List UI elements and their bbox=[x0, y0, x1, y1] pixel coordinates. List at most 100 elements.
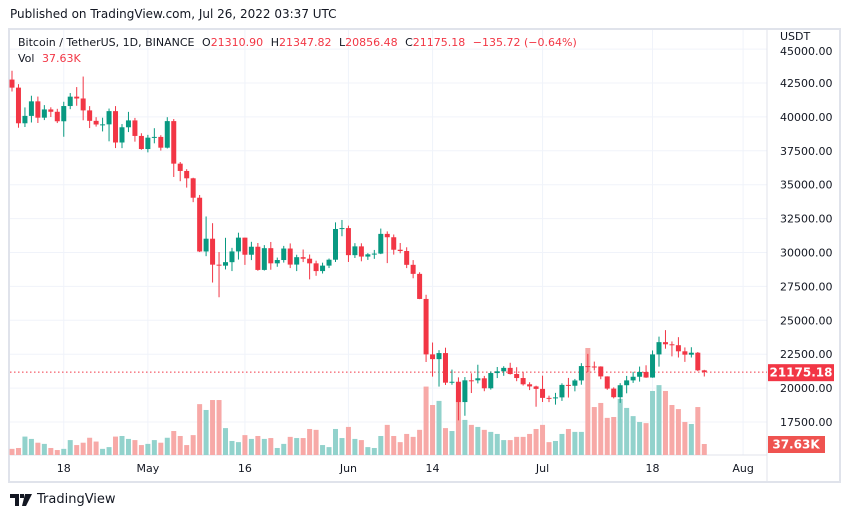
candle-body bbox=[468, 380, 474, 382]
candle-body bbox=[391, 237, 397, 250]
volume-bar bbox=[197, 404, 203, 455]
last-price-label: 21175.18 bbox=[769, 366, 832, 380]
symbol-title[interactable]: Bitcoin / TetherUS, 1D, BINANCE bbox=[18, 36, 195, 49]
volume-bar bbox=[210, 400, 216, 455]
candle-body bbox=[210, 238, 216, 265]
candle-body bbox=[313, 263, 319, 272]
candle-body bbox=[624, 380, 630, 386]
volume-bar bbox=[48, 447, 54, 455]
x-tick-label: 18 bbox=[57, 462, 71, 475]
volume-bar bbox=[41, 443, 47, 455]
volume-bar bbox=[358, 440, 364, 455]
candle-body bbox=[578, 366, 584, 381]
volume-bar bbox=[514, 436, 520, 455]
volume-bar bbox=[203, 409, 209, 455]
volume-bar bbox=[481, 429, 487, 455]
candle-body bbox=[430, 354, 436, 360]
candle-body bbox=[417, 273, 423, 299]
candle-body bbox=[410, 264, 416, 274]
candle-body bbox=[326, 259, 332, 266]
candle-body bbox=[216, 264, 222, 266]
candle-body bbox=[397, 249, 403, 252]
candle-body bbox=[358, 246, 364, 257]
volume-bar bbox=[164, 437, 170, 455]
candle-body bbox=[520, 378, 526, 385]
currency-label: USDT bbox=[780, 30, 811, 43]
candle-body bbox=[197, 197, 203, 252]
close-value: 21175.18 bbox=[412, 36, 466, 49]
y-tick-label: 40000.00 bbox=[780, 111, 833, 124]
volume-bar bbox=[611, 416, 617, 455]
candle-body bbox=[281, 248, 287, 261]
volume-bar bbox=[171, 431, 177, 455]
candle-body bbox=[113, 111, 119, 143]
candle-body bbox=[488, 373, 494, 389]
candle-body bbox=[565, 384, 571, 386]
volume-bar bbox=[287, 436, 293, 455]
candle-body bbox=[171, 121, 177, 164]
volume-bar bbox=[617, 398, 623, 455]
candle-body bbox=[190, 178, 196, 198]
y-tick-label: 20000.00 bbox=[780, 382, 833, 395]
candle-body bbox=[274, 260, 280, 264]
volume-value: 37.63K bbox=[41, 52, 81, 65]
candle-body bbox=[559, 384, 565, 398]
tradingview-logo-icon bbox=[10, 493, 32, 506]
last-volume-badge bbox=[768, 436, 825, 453]
volume-bar bbox=[598, 402, 604, 455]
candle-body bbox=[540, 388, 546, 398]
chart-frame bbox=[8, 28, 841, 483]
low-value: 20856.48 bbox=[345, 36, 398, 49]
candle-body bbox=[93, 120, 99, 125]
close-label: C bbox=[405, 36, 413, 49]
volume-bar bbox=[100, 448, 106, 455]
candle-body bbox=[604, 376, 610, 389]
candle-body bbox=[151, 136, 157, 138]
volume-bar bbox=[261, 438, 267, 455]
volume-bar bbox=[61, 448, 67, 455]
volume-bar bbox=[675, 409, 681, 455]
volume-bar bbox=[177, 435, 183, 455]
candle-body bbox=[552, 397, 558, 399]
volume-bar bbox=[585, 347, 591, 455]
volume-bar bbox=[695, 407, 701, 455]
candle-body bbox=[572, 380, 578, 386]
candle-body bbox=[365, 254, 371, 257]
volume-bar bbox=[300, 438, 306, 455]
volume-bar bbox=[520, 436, 526, 455]
volume-bar bbox=[74, 445, 80, 455]
candle-body bbox=[507, 367, 513, 375]
candle-body bbox=[643, 371, 649, 378]
x-tick-label: May bbox=[136, 462, 159, 475]
candle-body bbox=[371, 253, 377, 255]
candle-body bbox=[35, 101, 41, 118]
low-label: L bbox=[338, 36, 346, 49]
candle-body bbox=[145, 137, 151, 150]
volume-bar bbox=[320, 445, 326, 455]
volume-bar bbox=[125, 438, 131, 455]
volume-bar bbox=[229, 440, 235, 455]
candle-body bbox=[527, 384, 533, 387]
candle-body bbox=[546, 397, 552, 399]
open-label: O bbox=[202, 36, 211, 49]
volume-bar bbox=[35, 442, 41, 455]
volume-bar bbox=[184, 445, 190, 455]
volume-bar bbox=[313, 429, 319, 455]
candle-body bbox=[701, 370, 707, 373]
candle-body bbox=[74, 96, 80, 99]
volume-label: Vol bbox=[18, 52, 35, 65]
candle-body bbox=[650, 354, 656, 378]
candle-body bbox=[41, 109, 47, 118]
footer-brand[interactable]: TradingView bbox=[10, 492, 116, 507]
volume-bar bbox=[339, 438, 345, 455]
volume-bar bbox=[546, 442, 552, 455]
volume-bar bbox=[216, 400, 222, 455]
candle-body bbox=[106, 111, 112, 125]
volume-bar bbox=[397, 442, 403, 455]
volume-bar bbox=[404, 433, 410, 455]
volume-bar bbox=[15, 447, 21, 455]
volume-bar bbox=[688, 424, 694, 455]
volume-bar bbox=[281, 443, 287, 455]
volume-bar bbox=[578, 431, 584, 455]
